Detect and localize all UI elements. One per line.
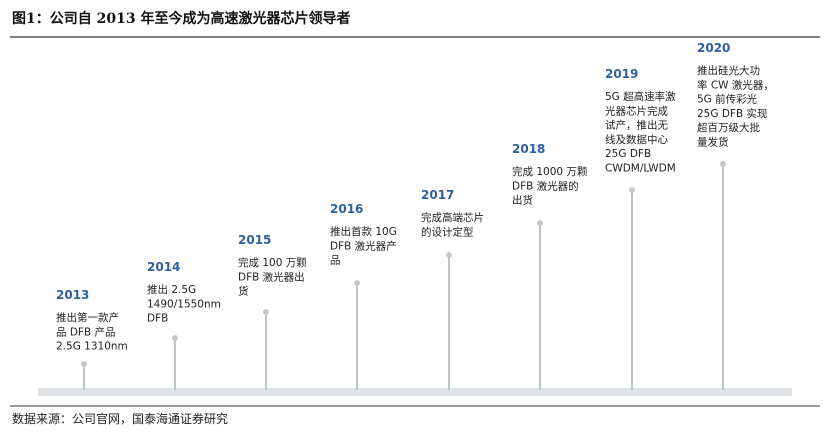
title: 图1：公司自 2013 年至今成为高速激光器芯片领导者 xyxy=(12,10,350,27)
dot xyxy=(629,187,635,193)
description-line: 25G DFB 实现 xyxy=(697,107,768,120)
dot xyxy=(537,220,543,226)
dot xyxy=(446,252,452,258)
description-line: DFB 激光器的 xyxy=(512,179,579,192)
year: 2013 xyxy=(56,288,89,302)
description-line: 品 DFB 产品 xyxy=(56,325,116,338)
description-line: 光器芯片完成 xyxy=(605,104,668,117)
description-line: 2.5G 1310nm xyxy=(56,341,128,353)
description-line: 完成高端芯片 xyxy=(421,211,484,224)
description-line: 1490/1550nm xyxy=(147,298,221,310)
year: 2018 xyxy=(512,142,545,156)
description-line: 超百万级大批 xyxy=(697,121,760,134)
description-line: 率 CW 激光器， xyxy=(697,78,774,91)
dot xyxy=(720,161,726,167)
description-line: 5G 前传彩光 xyxy=(697,93,758,106)
year: 2016 xyxy=(330,202,363,216)
description-line: 的设计定型 xyxy=(421,225,474,238)
description-line: 5G 超高速率激 xyxy=(605,90,676,103)
description-line: 货 xyxy=(238,285,249,298)
description-line: 25G DFB xyxy=(605,148,651,160)
dot xyxy=(172,335,178,341)
dot xyxy=(263,309,269,315)
year: 2020 xyxy=(697,41,730,55)
description-line: DFB xyxy=(147,313,168,325)
description-line: DFB 激光器产 xyxy=(330,239,397,252)
timeline-base xyxy=(38,388,792,396)
description-line: 出货 xyxy=(512,194,533,207)
description-line: 线及数据中心 xyxy=(605,133,668,146)
description-line: CWDM/LWDM xyxy=(605,163,676,175)
description-line: 完成 100 万颗 xyxy=(238,256,307,269)
description-line: 品 xyxy=(330,255,341,267)
description-line: 完成 1000 万颗 xyxy=(512,165,588,178)
description-line: 推出 2.5G xyxy=(147,283,196,296)
description-line: 推出第一款产 xyxy=(56,311,119,324)
description-line: 推出硅光大功 xyxy=(697,64,760,77)
description-line: 试产，推出无 xyxy=(605,119,668,132)
dot xyxy=(354,280,360,286)
source: 数据来源：公司官网，国泰海通证券研究 xyxy=(12,411,228,426)
year: 2014 xyxy=(147,260,180,274)
description-line: 推出首款 10G xyxy=(330,225,397,238)
year: 2017 xyxy=(421,188,454,202)
year: 2019 xyxy=(605,67,638,81)
year: 2015 xyxy=(238,233,271,247)
description-line: 量发货 xyxy=(697,136,729,149)
dot xyxy=(81,361,87,367)
description-line: DFB 激光器出 xyxy=(238,270,305,283)
